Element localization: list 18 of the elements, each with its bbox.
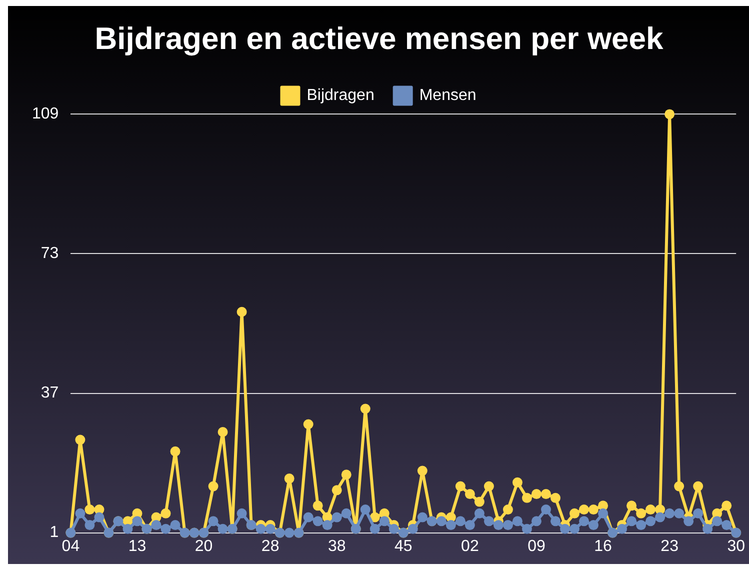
y-tick-label: 1 [50,524,59,542]
x-tick-label: 09 [528,538,546,555]
legend-label: Bijdragen [306,87,374,104]
y-tick-label: 73 [40,245,59,262]
x-tick-label: 16 [594,538,612,555]
x-tick-label: 04 [62,538,80,555]
y-tick-label: 109 [32,106,59,123]
x-tick-label: 45 [394,538,412,555]
y-tick-label: 37 [40,384,59,402]
x-tick-label: 28 [261,538,280,555]
x-tick-label: 23 [660,538,679,555]
legend-label: Mensen [419,87,476,104]
x-tick-label: 13 [128,538,146,555]
x-tick-label: 02 [461,538,479,555]
chart-title: Bijdragen en actieve mensen per week [94,21,664,56]
x-tick-label: 38 [328,538,346,555]
x-tick-label: 20 [194,538,213,555]
x-tick-label: 30 [727,538,746,555]
